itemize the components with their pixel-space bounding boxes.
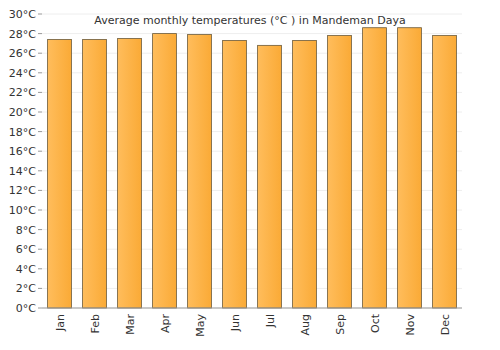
y-tick-label: 30°C	[9, 8, 36, 21]
y-tick-label: 14°C	[9, 165, 36, 178]
tick-mark	[38, 14, 42, 15]
y-tick-label: 24°C	[9, 67, 36, 80]
y-tick-label: 10°C	[9, 204, 36, 217]
title: Average monthly temperatures (°C ) in Ma…	[94, 14, 405, 27]
tick-mark	[38, 72, 42, 73]
x-tick-label: Jul	[264, 314, 277, 328]
grid-line	[42, 14, 462, 15]
y-tick-label: 8°C	[16, 224, 36, 237]
tick-mark	[38, 249, 42, 250]
x-tick-label: Mar	[124, 314, 137, 335]
bar	[153, 34, 177, 308]
y-tick-label: 28°C	[9, 28, 36, 41]
x-tick-label: May	[194, 314, 207, 337]
tick-mark	[38, 308, 42, 309]
tick-mark	[38, 210, 42, 211]
y-tick-label: 2°C	[16, 282, 36, 295]
x-tick-label: Nov	[404, 314, 417, 336]
tick-mark	[38, 92, 42, 93]
x-tick-label: Dec	[439, 314, 452, 335]
bar	[328, 36, 352, 308]
x-tick-label: Apr	[159, 314, 172, 334]
y-tick-label: 4°C	[16, 263, 36, 276]
x-tick-label: Aug	[299, 314, 312, 335]
tick-mark	[38, 131, 42, 132]
x-axis	[42, 308, 462, 309]
bar	[118, 39, 142, 309]
grid-line	[42, 308, 462, 309]
chart: Average monthly temperatures (°C ) in Ma…	[0, 0, 500, 350]
bar	[83, 39, 107, 308]
bar	[223, 40, 247, 308]
tick-mark	[38, 53, 42, 54]
bar	[188, 35, 212, 308]
tick-mark	[38, 288, 42, 289]
bar	[258, 45, 282, 308]
tick-mark	[38, 151, 42, 152]
bar	[363, 28, 387, 308]
y-tick-label: 22°C	[9, 86, 36, 99]
y-tick-label: 18°C	[9, 126, 36, 139]
y-tick-label: 6°C	[16, 243, 36, 256]
x-tick-label: Jan	[54, 314, 67, 332]
x-tick-label: Oct	[369, 313, 382, 333]
y-tick-label: 0°C	[16, 302, 36, 315]
tick-mark	[38, 190, 42, 191]
bar	[293, 40, 317, 308]
tick-mark	[38, 170, 42, 171]
tick-mark	[38, 268, 42, 269]
x-tick-label: Feb	[89, 314, 102, 333]
x-tick-label: Sep	[334, 314, 347, 335]
tick-mark	[38, 112, 42, 113]
bar	[48, 39, 72, 308]
bar	[433, 36, 457, 308]
bar	[398, 28, 422, 308]
y-tick-label: 20°C	[9, 106, 36, 119]
x-tick-label: Jun	[229, 314, 242, 332]
y-tick-label: 16°C	[9, 145, 36, 158]
y-tick-label: 12°C	[9, 184, 36, 197]
y-tick-label: 26°C	[9, 47, 36, 60]
tick-mark	[38, 33, 42, 34]
tick-mark	[38, 229, 42, 230]
